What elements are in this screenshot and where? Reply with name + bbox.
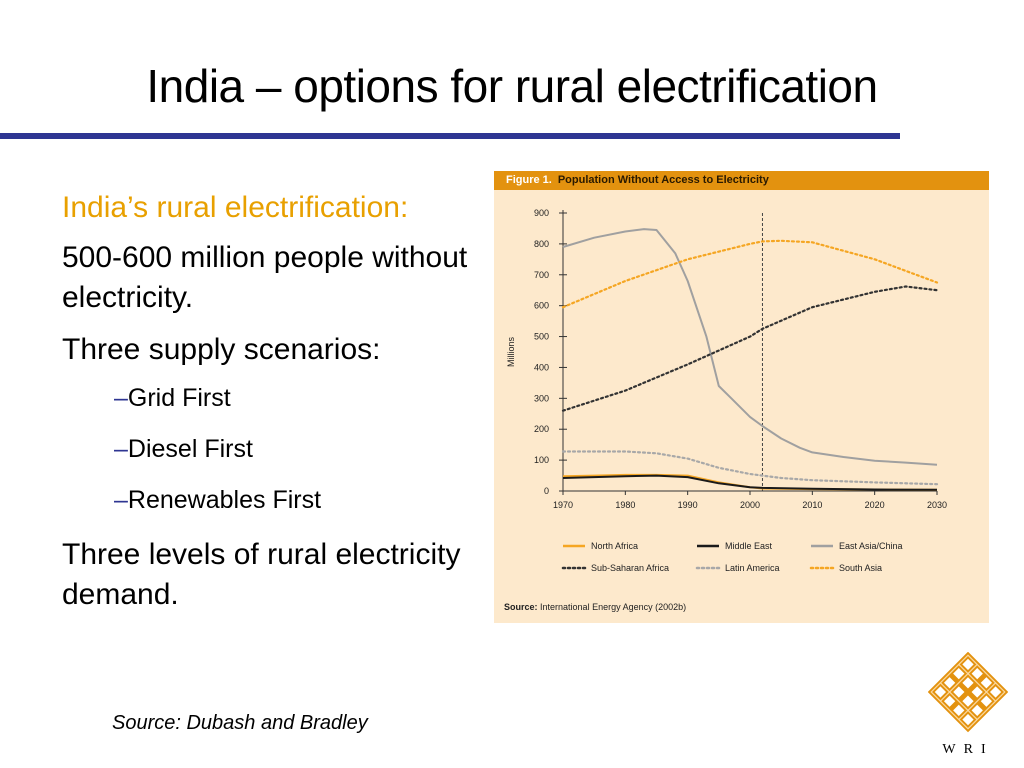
- y-tick-label: 600: [534, 301, 549, 311]
- dash-marker: –: [114, 486, 128, 514]
- x-tick-label: 2020: [865, 500, 885, 510]
- bullet-demand-levels: Three levels of rural electricity demand…: [62, 538, 461, 611]
- figure-source-label: Source:: [504, 602, 538, 612]
- y-tick-label: 900: [534, 208, 549, 218]
- series-line-latin-america: [561, 450, 939, 486]
- source-note: Source: Dubash and Bradley: [112, 712, 368, 734]
- y-tick-label: 200: [534, 424, 549, 434]
- series-line-sub-saharan-africa: [561, 285, 939, 412]
- y-tick-label: 500: [534, 332, 549, 342]
- wri-logo-icon: [928, 652, 1008, 733]
- y-tick-label: 300: [534, 393, 549, 403]
- population-chart: 0 100 200 300 400 500 600 700 800 900 1970 1980 1990…: [506, 208, 947, 573]
- legend-label: Sub-Saharan Africa: [591, 563, 669, 573]
- y-tick-label: 700: [534, 270, 549, 280]
- y-tick-label: 400: [534, 362, 549, 372]
- sub-item-renewables-first: –Renewables First: [114, 484, 472, 517]
- series-line-south-asia: [561, 239, 939, 309]
- bullet-supply-scenarios: Three supply scenarios:: [62, 333, 381, 366]
- sub-item-label: Grid First: [127, 384, 231, 412]
- title-divider: [0, 133, 900, 139]
- sub-item-label: Diesel First: [127, 435, 253, 463]
- y-axis-label: Millions: [506, 337, 516, 368]
- legend-label: Latin America: [725, 563, 780, 573]
- x-tick-label: 2010: [802, 500, 822, 510]
- wri-logo-text: WRI: [942, 742, 994, 757]
- figure-source-text: International Energy Agency (2002b): [540, 602, 687, 612]
- figure-panel: Figure 1. Population Without Access to El…: [494, 171, 989, 623]
- y-tick-label: 100: [534, 455, 549, 465]
- bullet-list: India’s rural electrification: 500-600 m…: [62, 188, 472, 627]
- y-tick-label: 800: [534, 239, 549, 249]
- legend-label: South Asia: [839, 563, 882, 573]
- sub-item-diesel-first: –Diesel First: [114, 433, 472, 466]
- figure-label: Figure 1.: [506, 174, 552, 186]
- slide-title: India – options for rural electrificatio…: [146, 60, 878, 112]
- x-tick-label: 2000: [740, 500, 760, 510]
- figure-header: Figure 1. Population Without Access to El…: [494, 171, 989, 190]
- legend-label: North Africa: [591, 541, 638, 551]
- x-tick-label: 1970: [553, 500, 573, 510]
- y-tick-label: 0: [544, 486, 549, 496]
- x-tick-label: 2030: [927, 500, 947, 510]
- figure-title: Population Without Access to Electricity: [557, 174, 769, 186]
- legend-label: Middle East: [725, 541, 773, 551]
- x-tick-label: 1990: [678, 500, 698, 510]
- x-tick-label: 1980: [615, 500, 635, 510]
- series-line-middle-east: [562, 474, 938, 491]
- sub-item-label: Renewables First: [127, 486, 322, 514]
- dash-marker: –: [114, 384, 128, 412]
- legend-label: East Asia/China: [839, 541, 903, 551]
- series-line-east-asia-china: [562, 228, 938, 466]
- sub-item-grid-first: –Grid First: [114, 382, 472, 415]
- figure-source: Source: International Energy Agency (200…: [504, 602, 686, 612]
- bullet-heading: India’s rural electrification:: [62, 191, 409, 224]
- dash-marker: –: [114, 435, 128, 463]
- bullet-population: 500-600 million people without electrici…: [62, 241, 468, 314]
